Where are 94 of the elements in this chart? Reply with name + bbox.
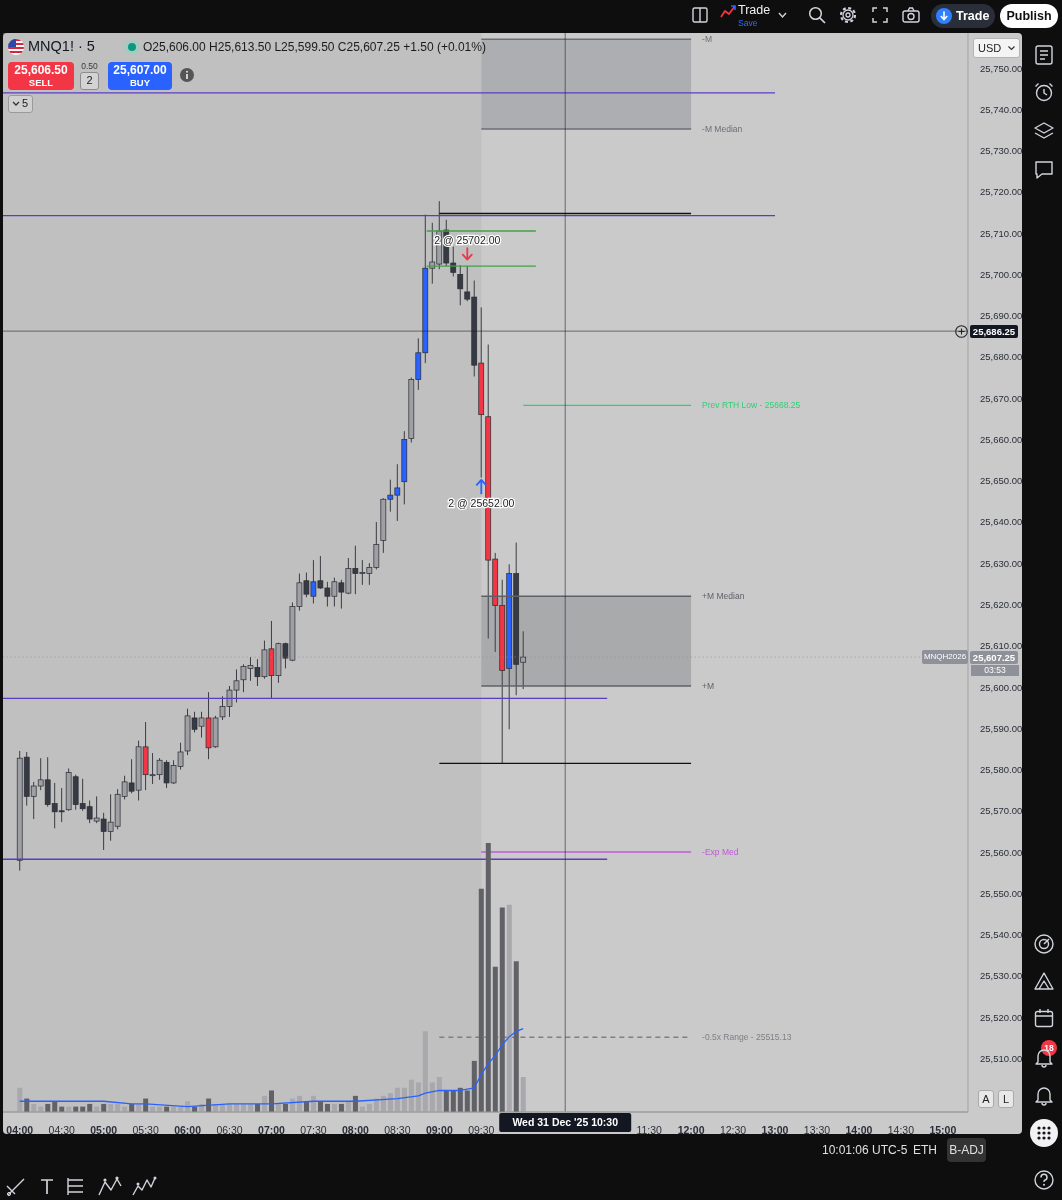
- bar: [401, 1087, 407, 1112]
- bar: [499, 907, 505, 1112]
- bar: [17, 1087, 23, 1112]
- y-tick-label: 25,750.00: [980, 62, 1023, 74]
- annotation: SELL: [27, 77, 55, 88]
- bar: [485, 843, 491, 1112]
- x-tick-label: 04:30: [48, 1124, 76, 1136]
- x-tick-label: 05:00: [90, 1124, 118, 1136]
- x-tick-label: 09:00: [425, 1124, 453, 1136]
- annotation: 0.50: [80, 61, 99, 71]
- y-tick-label: 25,650.00: [980, 475, 1023, 487]
- y-tick-label: 25,660.00: [980, 433, 1023, 445]
- y-tick-label: 25,740.00: [980, 103, 1023, 115]
- text: Trade: [738, 3, 771, 17]
- series-label: -Exp Med: [702, 847, 739, 858]
- annotation: 25,606.50: [13, 63, 69, 77]
- x-tick-label: 07:00: [258, 1124, 286, 1136]
- x-tick-label: 04:00: [6, 1124, 34, 1136]
- y-tick-label: 25,610.00: [980, 640, 1023, 652]
- bar: [415, 1082, 421, 1112]
- y-tick-label: 25,630.00: [980, 557, 1023, 569]
- x-tick-label: 07:30: [300, 1124, 327, 1136]
- annotation: 25,607.00: [112, 63, 168, 77]
- y-tick-label: 25,520.00: [980, 1011, 1023, 1023]
- y-tick-label: 25,710.00: [980, 227, 1023, 239]
- x-tick-label: 06:30: [216, 1124, 243, 1136]
- bar: [513, 961, 519, 1112]
- bar: [408, 1079, 414, 1112]
- series-label: -M: [702, 34, 713, 45]
- y-tick-label: 25,600.00: [980, 681, 1023, 693]
- text: Publish: [1005, 9, 1053, 23]
- y-tick-label: 25,720.00: [980, 186, 1023, 198]
- bar: [429, 1082, 435, 1112]
- bar: [478, 888, 484, 1112]
- y-tick-label: 25,590.00: [980, 722, 1023, 734]
- x-tick-label: 13:00: [761, 1124, 789, 1136]
- text: Save: [738, 18, 758, 28]
- y-tick-label: 25,640.00: [980, 516, 1023, 528]
- text: Trade: [956, 9, 990, 23]
- candlestick: [457, 264, 464, 306]
- y-tick-label: 25,730.00: [980, 145, 1023, 157]
- series-label: -M Median: [702, 123, 743, 134]
- bar: [520, 1077, 526, 1112]
- text: 10:01:06 UTC-5: [822, 1143, 908, 1157]
- x-tick-label: 14:00: [845, 1124, 873, 1136]
- bar: [394, 1087, 400, 1112]
- bar: [443, 1090, 449, 1112]
- chart-title: MNQ1! · 5: [28, 38, 95, 54]
- ref-line-label: 25,686.25: [972, 325, 1016, 337]
- annotation: O25,606.00 H25,613.50 L25,599.50 C25,607.25 +1.50 (+0.01%): [143, 40, 486, 54]
- y-tick-label: 25,560.00: [980, 846, 1023, 858]
- series-label: +M: [702, 680, 715, 691]
- y-tick-label: 25,540.00: [980, 929, 1023, 941]
- annotation: BUY: [128, 77, 152, 88]
- text: USD: [978, 42, 1002, 54]
- bar: [436, 1077, 442, 1112]
- series-label: -0.5x Range - 25515.13: [702, 1032, 792, 1043]
- x-tick-label: 12:00: [677, 1124, 705, 1136]
- bar: [471, 1060, 477, 1112]
- y-tick-label: 25,530.00: [980, 970, 1023, 982]
- y-tick-label: 25,550.00: [980, 887, 1023, 899]
- x-tick-label: 08:30: [384, 1124, 411, 1136]
- y-tick-label: 25,570.00: [980, 805, 1023, 817]
- x-tick-label: 13:30: [803, 1124, 831, 1136]
- y-tick-label: 25,670.00: [980, 392, 1023, 404]
- ref-line-label: Wed 31 Dec '25 10:30: [512, 1116, 619, 1128]
- x-tick-label: 06:00: [174, 1124, 202, 1136]
- bar: [457, 1087, 463, 1112]
- bar: [450, 1090, 456, 1112]
- x-tick-label: 14:30: [887, 1124, 915, 1136]
- annotation: 5: [22, 97, 29, 109]
- bar: [464, 1090, 470, 1112]
- series-label: +M Median: [702, 591, 745, 602]
- x-tick-label: 11:30: [636, 1124, 663, 1136]
- x-tick-label: 15:00: [929, 1124, 957, 1136]
- bar: [506, 904, 512, 1112]
- y-tick-label: 25,700.00: [980, 268, 1023, 280]
- x-tick-label: 09:30: [468, 1124, 495, 1136]
- text: 03:53: [971, 665, 1019, 676]
- text: B-ADJ: [948, 1143, 985, 1157]
- bar: [422, 1031, 428, 1112]
- y-tick-label: 25,680.00: [980, 351, 1023, 363]
- y-tick-label: 25,620.00: [980, 598, 1023, 610]
- annotation: 2: [85, 74, 94, 86]
- x-tick-label: 08:00: [342, 1124, 370, 1136]
- x-tick-label: 05:30: [132, 1124, 159, 1136]
- ref-line-label: 25,607.25: [972, 651, 1016, 663]
- text: ETH: [913, 1143, 937, 1157]
- y-tick-label: 25,690.00: [980, 310, 1023, 322]
- series-label: Prev RTH Low - 25668.25: [702, 400, 801, 411]
- bar: [492, 966, 498, 1112]
- y-tick-label: 25,580.00: [980, 764, 1023, 776]
- y-tick-label: 25,510.00: [980, 1052, 1023, 1064]
- x-tick-label: 12:30: [719, 1124, 747, 1136]
